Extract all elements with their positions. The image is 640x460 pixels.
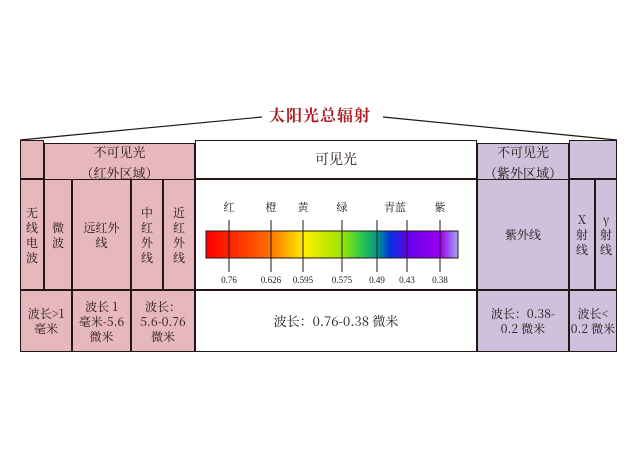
svg-text:0.76: 0.76: [221, 275, 237, 285]
svg-text:青蓝: 青蓝: [384, 199, 406, 215]
svg-text:黄: 黄: [298, 199, 310, 215]
svg-text:0.575: 0.575: [332, 275, 353, 285]
svg-text:红: 红: [224, 199, 235, 215]
svg-text:0.49: 0.49: [369, 275, 385, 285]
svg-text:0.595: 0.595: [293, 275, 314, 285]
svg-text:紫: 紫: [435, 199, 446, 215]
svg-text:0.38: 0.38: [432, 275, 448, 285]
svg-text:橙: 橙: [266, 199, 277, 215]
svg-text:绿: 绿: [337, 199, 348, 215]
svg-text:0.626: 0.626: [261, 275, 282, 285]
svg-text:0.43: 0.43: [399, 275, 415, 285]
